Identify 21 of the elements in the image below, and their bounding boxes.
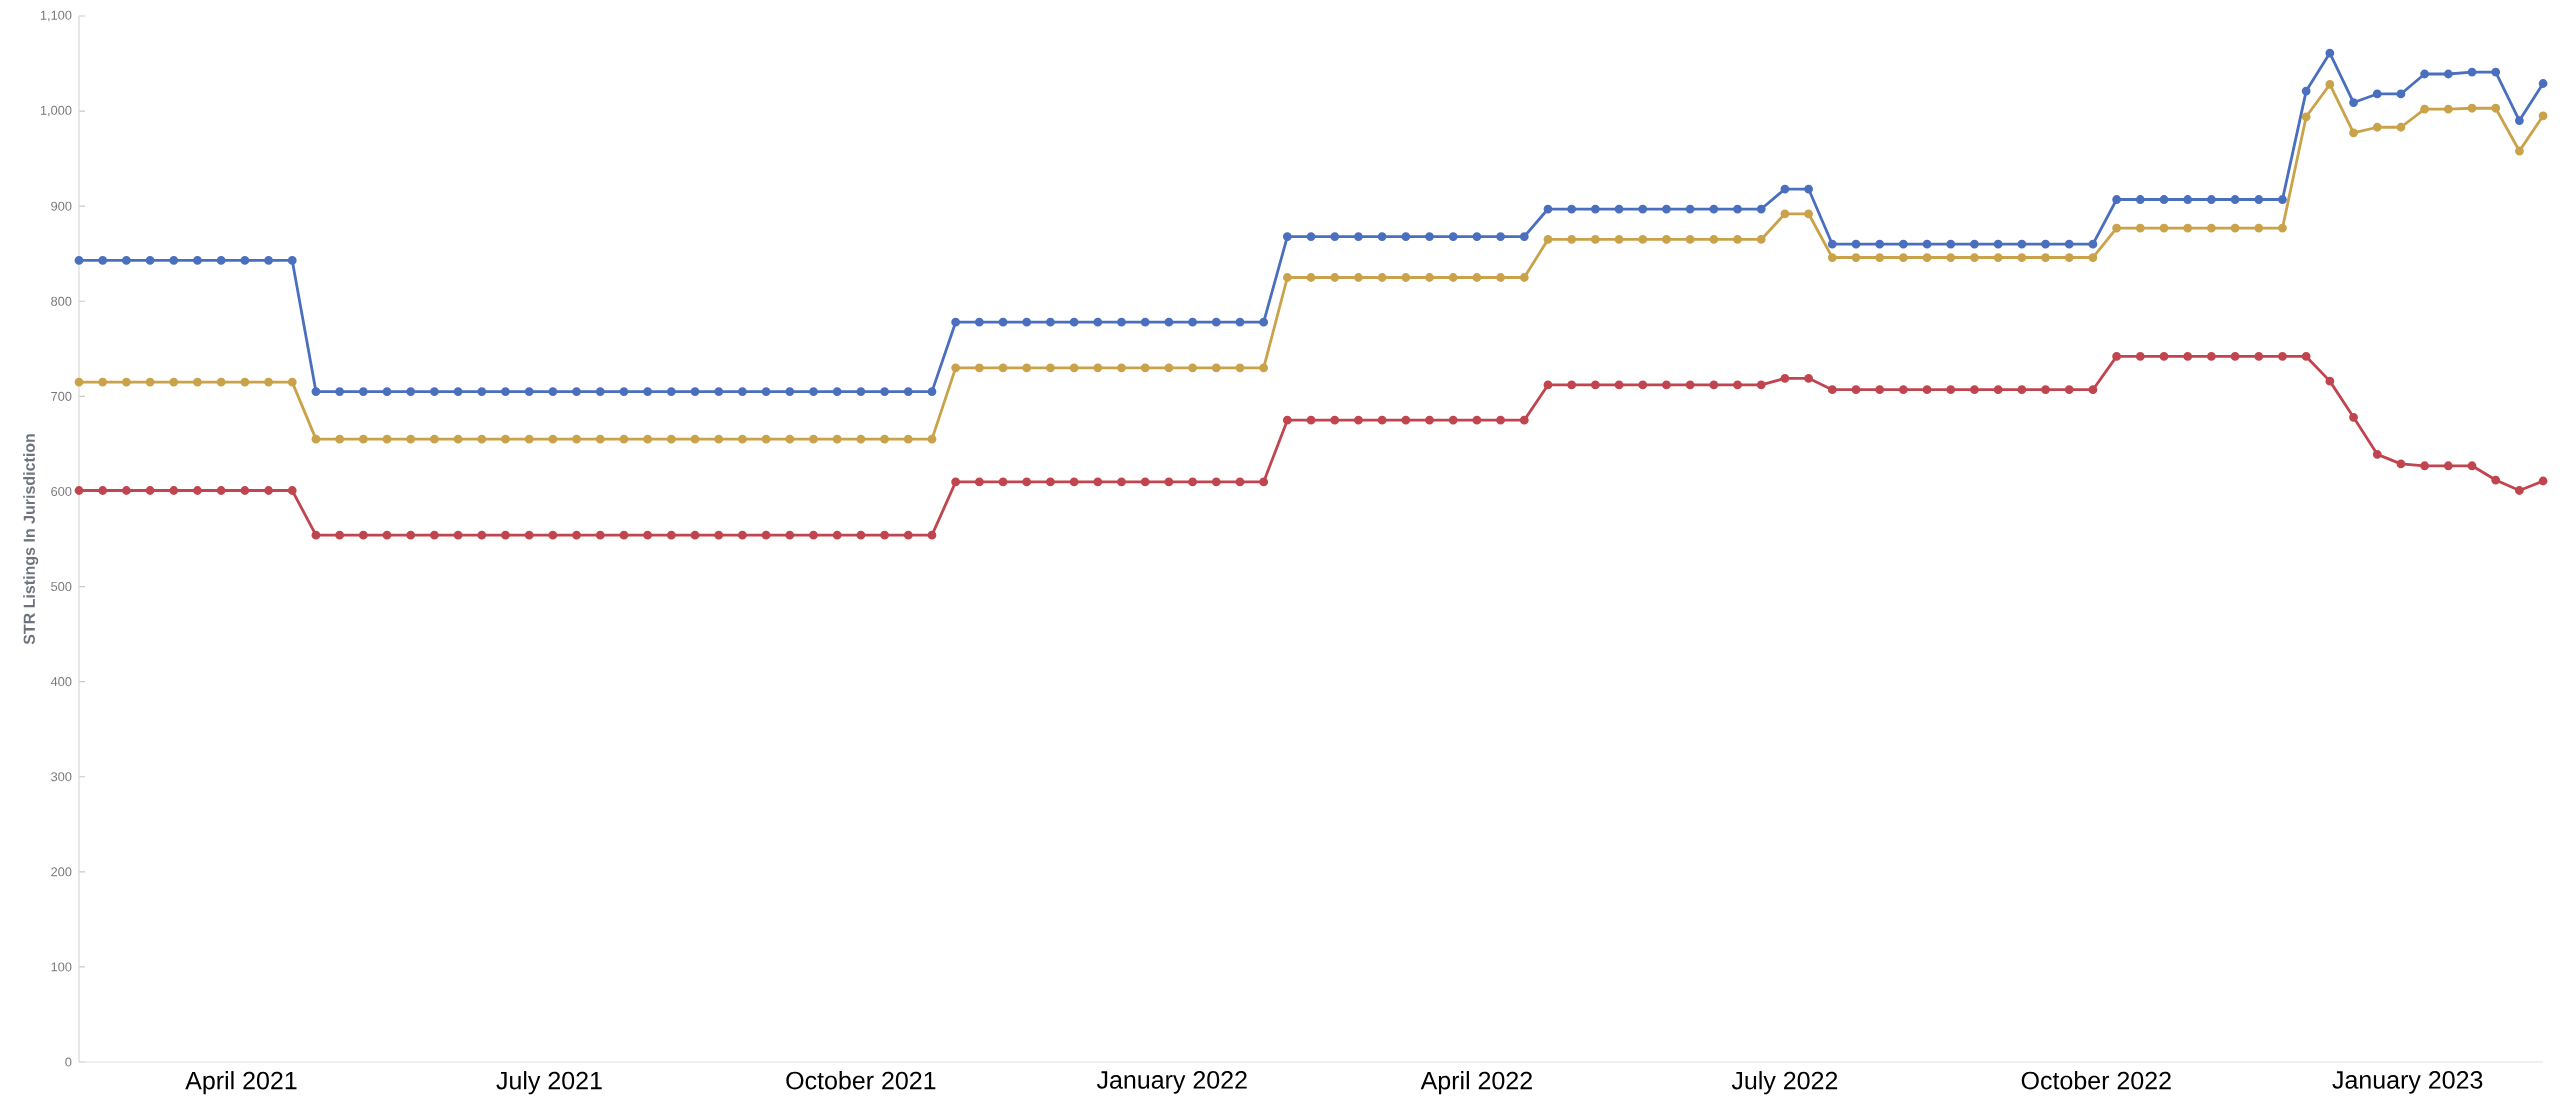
x-tick-label: July 2022 xyxy=(1731,1071,1838,1095)
x-tick-label: April 2022 xyxy=(1420,1071,1532,1095)
y-tick-label: 900 xyxy=(51,201,72,211)
y-tick-label: 500 xyxy=(51,582,72,592)
x-tick-label: October 2021 xyxy=(786,1071,936,1090)
y-tick-label: 1,100 xyxy=(40,10,72,22)
x-tick-label: April 2021 xyxy=(185,1071,297,1095)
y-tick-label: 0 xyxy=(65,1057,72,1067)
x-tick-label: January 2023 xyxy=(2332,1071,2483,1094)
y-tick-label: 200 xyxy=(51,867,72,877)
y-tick-label: 400 xyxy=(50,677,72,687)
y-tick-label: 1,000 xyxy=(40,105,72,117)
x-tick-label: July 2021 xyxy=(496,1071,602,1095)
y-tick-label: 300 xyxy=(51,772,72,782)
y-tick-label: 600 xyxy=(51,486,72,496)
x-tick-label: October 2022 xyxy=(2021,1071,2171,1090)
y-tick-label: 100 xyxy=(51,962,72,972)
y-tick-label: 700 xyxy=(51,391,72,401)
y-tick-label: 800 xyxy=(51,296,72,306)
y-axis-title: STR Listings In Jurisdiction xyxy=(23,434,39,645)
x-tick-label: January 2022 xyxy=(1096,1071,1247,1094)
